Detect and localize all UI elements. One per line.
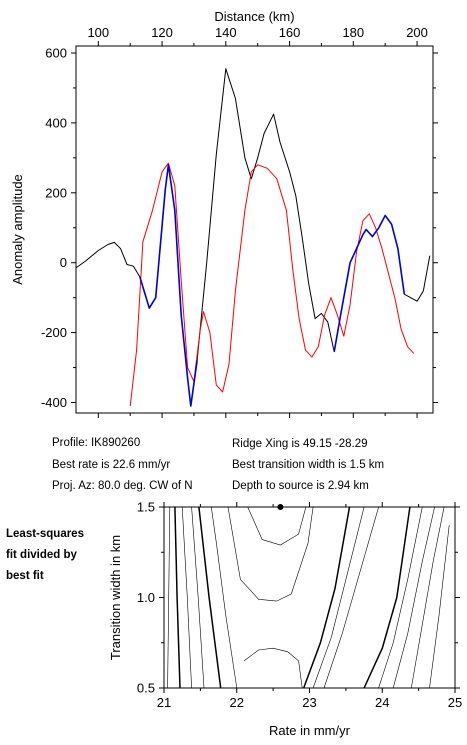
depth-label: Depth to source is 2.94 km (232, 480, 369, 492)
contour-line-14 (392, 506, 435, 689)
profile-label: Profile: IK890260 (52, 437, 141, 449)
misfit-description-line-1: Least-squares (6, 528, 84, 540)
proj-az-label: Proj. Az: 80.0 deg. CW of N (52, 480, 193, 492)
y-tick-label: 600 (45, 45, 67, 60)
rate-tick-label: 23 (302, 695, 316, 710)
y-tick-label: 400 (45, 115, 67, 130)
misfit-description-line-2: fit divided by (6, 549, 77, 561)
x-axis-label: Distance (km) (214, 9, 294, 24)
rate-tick-label: 22 (230, 695, 244, 710)
misfit-plot: 21 22 23 24 25 0.5 1.0 1.5 Rate in mm/yr Transiti… (108, 500, 462, 739)
rate-axis-label: Rate in mm/yr (269, 723, 351, 738)
y-axis-label: Anomaly amplitude (10, 174, 25, 285)
contour-line-5 (211, 506, 238, 689)
contour-line-12 (363, 506, 411, 689)
y-tick-label: -200 (41, 325, 67, 340)
contour-line-16 (429, 525, 450, 689)
contour-line-4 (198, 506, 222, 689)
width-axis-label: Transition width in km (108, 535, 123, 660)
profile-plot: 100 120 140 160 180 200 600 400 200 0 -200 -400 Dist… (10, 9, 438, 418)
profile-plot-frame (75, 45, 434, 414)
series-line-0 (75, 68, 431, 407)
x-tick-label: 200 (406, 25, 428, 40)
series-line-2 (129, 162, 415, 407)
misfit-description: Least-squares fit divided by best fit (6, 524, 84, 587)
best-rate-label: Best rate is 22.6 mm/yr (52, 459, 171, 471)
series-line-1 (139, 164, 406, 407)
contour-line-15 (411, 506, 445, 689)
contour-line-7 (227, 506, 314, 602)
x-tick-label: 140 (215, 25, 237, 40)
ridge-xing-label: Ridge Xing is 49.15 -28.29 (232, 438, 368, 450)
best-fit-marker (277, 504, 284, 510)
contour-line-3 (191, 506, 205, 689)
x-tick-label: 120 (151, 25, 173, 40)
y-tick-label: 0 (60, 255, 67, 270)
x-tick-label: 100 (87, 25, 109, 40)
contour-line-6 (243, 647, 303, 689)
width-tick-label: 1.0 (137, 590, 155, 605)
y-tick-label: 200 (45, 185, 67, 200)
contour-line-0 (167, 506, 171, 689)
contour-line-10 (312, 506, 365, 689)
x-tick-label: 180 (342, 25, 364, 40)
rate-tick-label: 25 (448, 695, 462, 710)
contour-line-11 (323, 506, 379, 689)
width-tick-label: 0.5 (137, 681, 155, 696)
contour-line-8 (247, 506, 307, 546)
best-width-label: Best transition width is 1.5 km (232, 459, 385, 471)
width-tick-label: 1.5 (137, 500, 155, 515)
y-tick-label: -400 (41, 395, 67, 410)
rate-tick-label: 21 (157, 695, 171, 710)
contour-line-13 (378, 506, 423, 689)
contour-line-1 (174, 506, 181, 689)
misfit-description-line-3: best fit (6, 570, 44, 582)
contour-line-9 (302, 506, 351, 689)
rate-tick-label: 24 (375, 695, 389, 710)
contour-line-2 (181, 506, 192, 689)
x-tick-label: 160 (279, 25, 301, 40)
